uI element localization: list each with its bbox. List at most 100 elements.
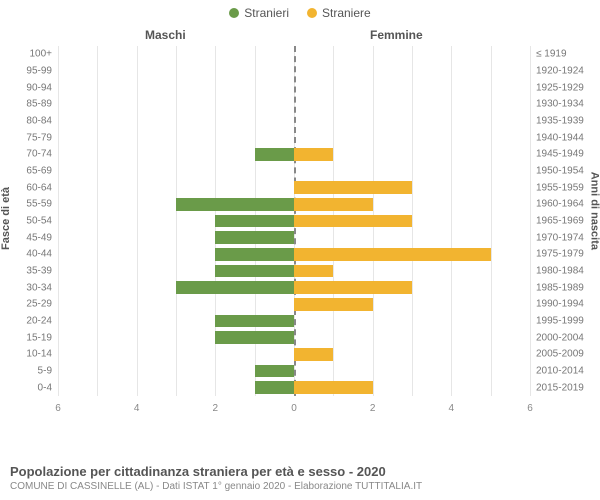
chart-title: Popolazione per cittadinanza straniera p… [10, 464, 590, 479]
age-row: 80-841935-1939 [58, 113, 530, 130]
bar-male [215, 248, 294, 261]
legend-dot-male [229, 8, 239, 18]
chart-area: 100+≤ 191995-991920-192490-941925-192985… [58, 46, 530, 414]
birth-year-label: 1980-1984 [536, 265, 584, 276]
column-header-female: Femmine [370, 28, 423, 42]
age-row: 10-142005-2009 [58, 346, 530, 363]
age-row: 20-241995-1999 [58, 313, 530, 330]
birth-year-label: 1935-1939 [536, 115, 584, 126]
bar-male [255, 365, 294, 378]
age-label: 0-4 [38, 382, 52, 393]
legend-dot-female [307, 8, 317, 18]
gridline [530, 46, 531, 396]
x-tick: 6 [55, 403, 61, 414]
x-tick: 4 [449, 403, 455, 414]
y-axis-label-right: Anni di nascita [588, 172, 600, 250]
bar-male [255, 381, 294, 394]
x-tick: 4 [134, 403, 140, 414]
age-row: 0-42015-2019 [58, 379, 530, 396]
birth-year-label: 1940-1944 [536, 132, 584, 143]
bar-male [215, 231, 294, 244]
column-header-male: Maschi [145, 28, 186, 42]
chart-footer: Popolazione per cittadinanza straniera p… [10, 464, 590, 492]
age-label: 40-44 [26, 249, 52, 260]
birth-year-label: 1985-1989 [536, 282, 584, 293]
age-row: 35-391980-1984 [58, 263, 530, 280]
age-row: 70-741945-1949 [58, 146, 530, 163]
age-label: 20-24 [26, 315, 52, 326]
birth-year-label: 1925-1929 [536, 82, 584, 93]
bar-female [294, 265, 333, 278]
birth-year-label: 1965-1969 [536, 215, 584, 226]
age-row: 30-341985-1989 [58, 279, 530, 296]
age-label: 65-69 [26, 165, 52, 176]
bar-male [255, 148, 294, 161]
bar-female [294, 215, 412, 228]
age-label: 55-59 [26, 199, 52, 210]
age-row: 90-941925-1929 [58, 79, 530, 96]
x-tick: 6 [527, 403, 533, 414]
bar-female [294, 348, 333, 361]
age-label: 60-64 [26, 182, 52, 193]
age-row: 55-591960-1964 [58, 196, 530, 213]
bar-male [215, 315, 294, 328]
birth-year-label: 1995-1999 [536, 315, 584, 326]
age-label: 50-54 [26, 215, 52, 226]
bar-female [294, 381, 373, 394]
bar-female [294, 198, 373, 211]
age-label: 95-99 [26, 65, 52, 76]
legend-item-female: Straniere [307, 6, 371, 20]
bar-male [215, 215, 294, 228]
age-label: 45-49 [26, 232, 52, 243]
age-label: 10-14 [26, 349, 52, 360]
bar-male [176, 281, 294, 294]
age-label: 5-9 [38, 365, 52, 376]
bar-female [294, 298, 373, 311]
birth-year-label: 1920-1924 [536, 65, 584, 76]
age-row: 45-491970-1974 [58, 229, 530, 246]
x-tick: 0 [291, 403, 297, 414]
x-tick: 2 [370, 403, 376, 414]
bar-male [215, 265, 294, 278]
age-row: 65-691950-1954 [58, 163, 530, 180]
legend-label-female: Straniere [322, 6, 371, 20]
age-label: 85-89 [26, 99, 52, 110]
bar-male [176, 198, 294, 211]
x-tick: 2 [213, 403, 219, 414]
bar-female [294, 248, 491, 261]
x-axis-ticks: 6 4 2 0 2 4 6 [58, 398, 530, 414]
age-label: 30-34 [26, 282, 52, 293]
age-label: 25-29 [26, 299, 52, 310]
age-label: 80-84 [26, 115, 52, 126]
bar-female [294, 281, 412, 294]
age-label: 15-19 [26, 332, 52, 343]
birth-year-label: 1975-1979 [536, 249, 584, 260]
birth-year-label: 1960-1964 [536, 199, 584, 210]
chart-subtitle: COMUNE DI CASSINELLE (AL) - Dati ISTAT 1… [10, 481, 590, 492]
birth-year-label: 1955-1959 [536, 182, 584, 193]
bars-container: 100+≤ 191995-991920-192490-941925-192985… [58, 46, 530, 396]
birth-year-label: 2015-2019 [536, 382, 584, 393]
age-row: 5-92010-2014 [58, 363, 530, 380]
age-row: 15-192000-2004 [58, 329, 530, 346]
birth-year-label: 1930-1934 [536, 99, 584, 110]
birth-year-label: 2000-2004 [536, 332, 584, 343]
age-row: 25-291990-1994 [58, 296, 530, 313]
birth-year-label: 1945-1949 [536, 149, 584, 160]
birth-year-label: 1990-1994 [536, 299, 584, 310]
birth-year-label: 2005-2009 [536, 349, 584, 360]
age-row: 40-441975-1979 [58, 246, 530, 263]
bar-male [215, 331, 294, 344]
legend-item-male: Stranieri [229, 6, 289, 20]
age-row: 95-991920-1924 [58, 63, 530, 80]
legend-label-male: Stranieri [244, 6, 289, 20]
legend: Stranieri Straniere [0, 0, 600, 20]
age-row: 75-791940-1944 [58, 129, 530, 146]
bar-female [294, 181, 412, 194]
birth-year-label: 1970-1974 [536, 232, 584, 243]
age-row: 100+≤ 1919 [58, 46, 530, 63]
age-label: 35-39 [26, 265, 52, 276]
bar-female [294, 148, 333, 161]
age-row: 85-891930-1934 [58, 96, 530, 113]
age-label: 70-74 [26, 149, 52, 160]
